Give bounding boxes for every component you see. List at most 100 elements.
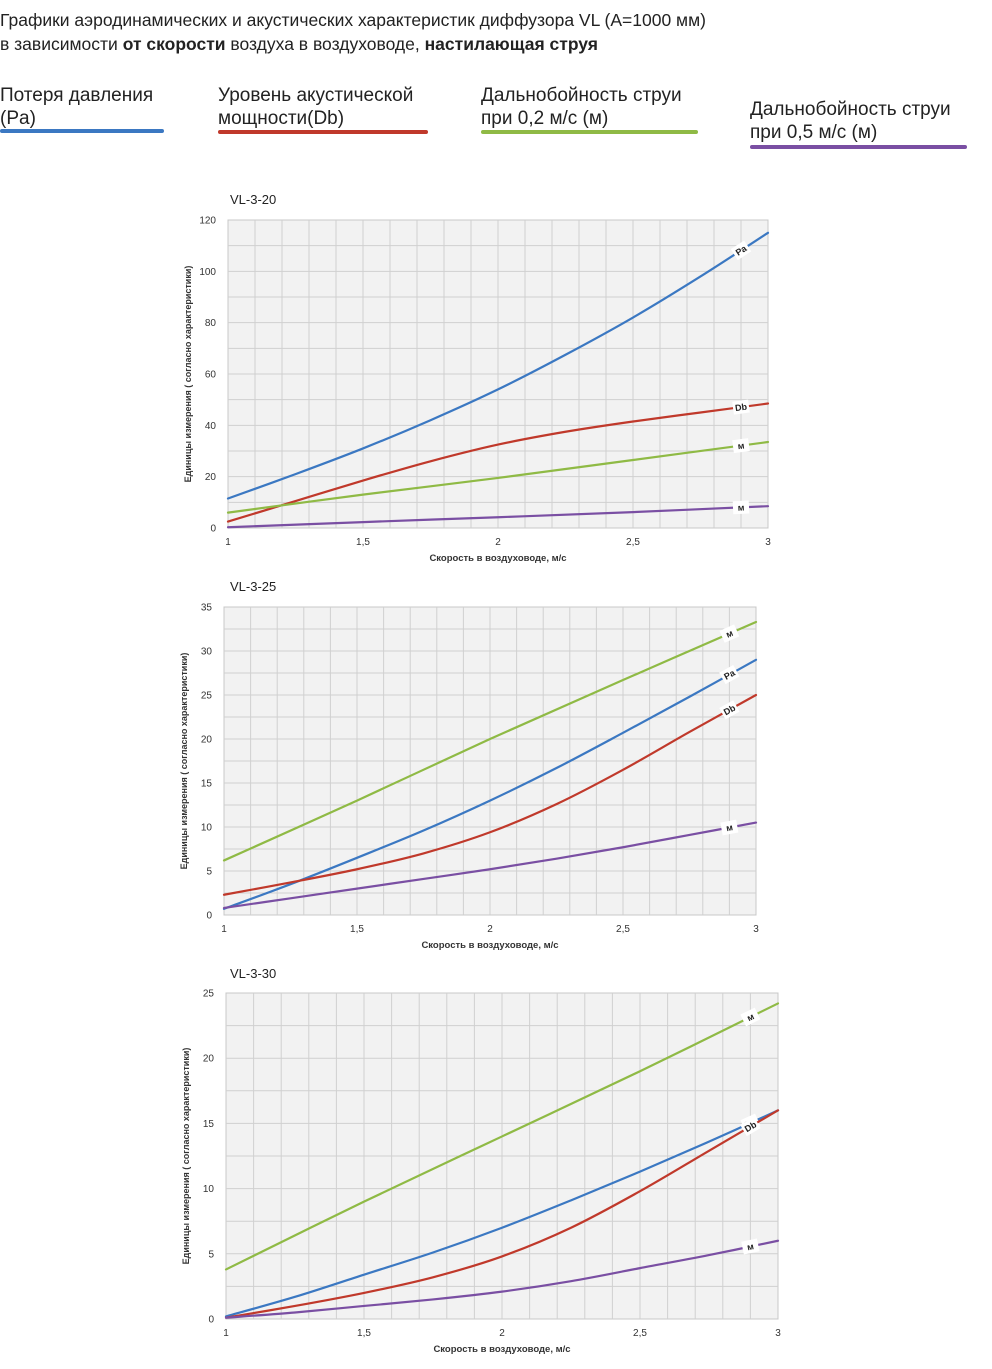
y-axis-label: Единицы измерения ( согласно характерист… — [179, 653, 189, 870]
x-tick-label: 1 — [221, 924, 227, 935]
legend-label: Потеря давления — [0, 85, 154, 106]
chart-vl-3-30: 0 5 10 15 20 25 1 1,5 2 2,5 3 Скорость в воздуховод… — [181, 966, 781, 1355]
label-background — [740, 1116, 761, 1137]
y-tick-label: 25 — [203, 989, 215, 1000]
x-tick-label: 2,5 — [626, 537, 640, 548]
y-tick-label: 80 — [205, 318, 217, 329]
chart-panel-vl-3-30: 0 5 10 15 20 25 1 1,5 2 2,5 3 Скорость в воздуховод… — [0, 960, 992, 1365]
legend-item-throw-02: Дальнобойность струи при 0,2 м/с (м) — [481, 84, 682, 130]
chart-title: VL-3-20 — [230, 192, 276, 207]
chart-vl-3-20: 0 20 40 60 80 100 120 1 1,5 2 2,5 3 Скорость в возду… — [183, 192, 771, 564]
series-inline-label: Db — [732, 399, 750, 415]
x-tick-label: 2,5 — [633, 1328, 647, 1339]
series-inline-label: м — [741, 1238, 760, 1255]
label-background — [732, 399, 750, 415]
x-tick-label: 2 — [487, 924, 493, 935]
series-inline-label: м — [740, 1007, 761, 1027]
legend-item-acoustic: Уровень акустической мощности(Db) — [218, 84, 413, 130]
x-tick-label: 1 — [225, 537, 231, 548]
header-line-2: в зависимости от скорости воздуха в возд… — [0, 32, 706, 56]
x-tick-label: 2 — [495, 537, 501, 548]
legend-label: при 0,2 м/с (м) — [481, 108, 609, 129]
series-inline-label: м — [732, 500, 750, 515]
y-tick-label: 0 — [208, 1315, 214, 1326]
header-line-1: Графики аэродинамических и акустических … — [0, 10, 706, 30]
series-inline-label: м — [732, 438, 750, 454]
series-line — [222, 620, 758, 862]
legend-item-throw-05: Дальнобойность струи при 0,5 м/с (м) — [750, 98, 951, 144]
x-tick-label: 2 — [499, 1328, 505, 1339]
y-tick-label: 60 — [205, 370, 217, 381]
y-tick-label: 35 — [201, 603, 213, 614]
label-background — [719, 624, 740, 643]
y-tick-label: 100 — [199, 267, 216, 278]
series-line — [222, 821, 758, 910]
legend-label: мощности(Db) — [218, 108, 345, 129]
x-tick-label: 1,5 — [357, 1328, 371, 1339]
series-line — [224, 1239, 780, 1319]
series-label-text: м — [725, 822, 734, 833]
x-tick-label: 2,5 — [616, 924, 630, 935]
series-label-text: м — [737, 502, 744, 512]
series-line — [226, 440, 770, 514]
series-inline-label: м — [719, 624, 740, 643]
series-line — [226, 402, 770, 523]
series-line — [224, 1002, 780, 1271]
series-inline-label: Pa — [719, 665, 740, 685]
series-inline-label: м — [720, 819, 739, 836]
header-line-2-b: от скорости — [122, 34, 226, 54]
y-axis-label: Единицы измерения ( согласно характерист… — [183, 266, 193, 483]
y-tick-label: 25 — [201, 691, 213, 702]
legend-label: Дальнобойность струи — [750, 99, 951, 120]
legend-label: Дальнобойность струи — [481, 85, 682, 106]
y-tick-label: 40 — [205, 421, 217, 432]
series-label-text: м — [745, 1011, 756, 1023]
legend-label: Уровень акустической — [218, 85, 414, 106]
label-background — [719, 700, 740, 720]
gridlines — [228, 220, 768, 528]
chart-vl-3-25: 0 5 10 15 20 25 30 35 1 1,5 2 2,5 3 Скорость в воздух… — [179, 579, 759, 951]
legend-swatch-throw-02 — [481, 130, 698, 134]
label-background — [741, 1238, 760, 1255]
label-background — [730, 240, 752, 261]
x-tick-label: 3 — [753, 924, 759, 935]
y-tick-label: 120 — [199, 216, 216, 227]
gridlines — [226, 993, 778, 1319]
chart-title: VL-3-30 — [230, 966, 276, 981]
series-label-text: Db — [734, 401, 748, 413]
series-line — [222, 693, 758, 896]
y-tick-label: 10 — [203, 1184, 215, 1195]
legend-label: при 0,5 м/с (м) — [750, 122, 878, 143]
legend-swatch-acoustic — [218, 130, 428, 134]
x-axis-label: Скорость в воздуховоде, м/с — [421, 940, 558, 951]
x-axis-label: Скорость в воздуховоде, м/с — [433, 1344, 570, 1355]
y-tick-label: 15 — [203, 1119, 215, 1130]
y-tick-label: 30 — [201, 647, 213, 658]
chart-panel-vl-3-25: 0 5 10 15 20 25 30 35 1 1,5 2 2,5 3 Скорость в воздух… — [0, 570, 992, 960]
label-background — [732, 500, 750, 515]
series-inline-label: Db — [719, 700, 740, 720]
label-background — [732, 438, 750, 454]
series-line — [222, 658, 758, 910]
label-background — [719, 665, 740, 685]
series-label-text: м — [724, 628, 734, 640]
series-label-text: м — [746, 1241, 755, 1252]
y-tick-label: 20 — [201, 735, 213, 746]
legend-swatch-pressure — [0, 129, 164, 133]
y-tick-label: 5 — [206, 867, 212, 878]
y-tick-label: 0 — [210, 524, 216, 535]
legend-item-pressure: Потеря давления (Pa) — [0, 84, 153, 130]
series-inline-label: Pa — [730, 240, 752, 261]
chart-title: VL-3-25 — [230, 579, 276, 594]
series-line — [226, 505, 770, 529]
series-line — [226, 231, 770, 500]
x-tick-label: 1 — [223, 1328, 229, 1339]
series-line — [224, 1109, 780, 1319]
y-tick-label: 20 — [203, 1054, 215, 1065]
legend-swatch-throw-05 — [750, 145, 967, 149]
series-line — [224, 1109, 780, 1318]
x-tick-label: 1,5 — [350, 924, 364, 935]
y-axis-label: Единицы измерения ( согласно характерист… — [181, 1048, 191, 1265]
y-tick-label: 5 — [208, 1249, 214, 1260]
x-tick-label: 3 — [765, 537, 771, 548]
